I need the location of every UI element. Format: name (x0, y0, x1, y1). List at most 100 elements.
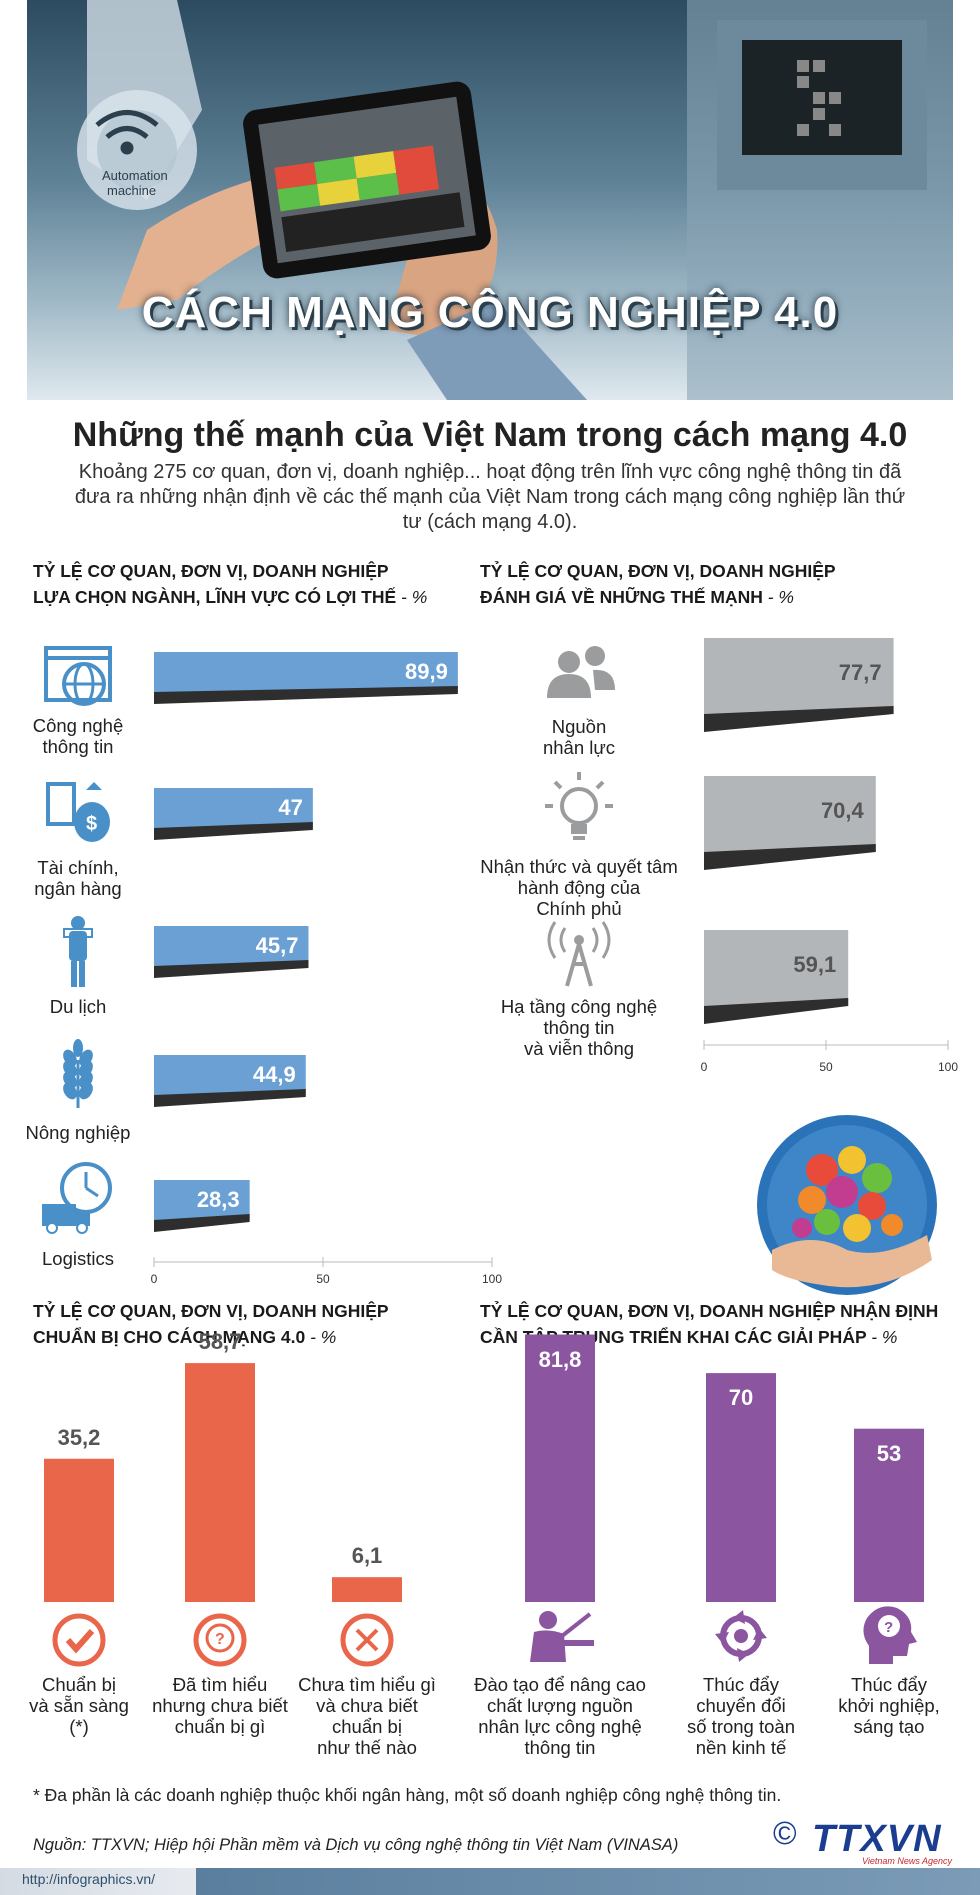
chart4-label-0-line-0: Đào tạo để nâng cao (474, 1674, 646, 1695)
chart1-value-1: 47 (278, 795, 303, 820)
chart2-label-0: Nguồn nhân lực (474, 716, 684, 758)
site-url[interactable]: http://infographics.vn/ (22, 1871, 156, 1887)
chart3-label-0-line-0: Chuẩn bị (41, 1674, 117, 1695)
chart4-label-0-line-3: thông tin (524, 1737, 596, 1758)
chart4-value-0: 81,8 (538, 1346, 582, 1372)
chart4-label-1: Thúc đẩy chuyển đổi số trong toàn nền kinh … (646, 1674, 836, 1758)
chart1-label-2: Du lịch (3, 996, 153, 1017)
chart2-bar-0 (704, 638, 894, 714)
chart2-title-line2: ĐÁNH GIÁ VỀ NHỮNG THẾ MẠNH (480, 587, 763, 607)
wifi-icon (95, 110, 159, 155)
chart1-title: TỶ LỆ CƠ QUAN, ĐƠN VỊ, DOANH NGHIỆP LỰA … (33, 558, 427, 610)
question-bubble-icon: ? (193, 1613, 247, 1667)
chart1-bar-shadow-0 (154, 686, 458, 704)
chart2-tick-1: 50 (819, 1060, 833, 1074)
chart1-title-line1: TỶ LỆ CƠ QUAN, ĐƠN VỊ, DOANH NGHIỆP (33, 561, 389, 581)
footer-band (0, 1868, 980, 1895)
people-icon (547, 646, 615, 698)
chart1-bar-4 (154, 1180, 250, 1220)
globe-web-icon (44, 646, 112, 706)
ttxvn-logo-subtitle: Vietnam News Agency (862, 1856, 953, 1866)
chart3-title: TỶ LỆ CƠ QUAN, ĐƠN VỊ, DOANH NGHIỆP CHUẨ… (33, 1298, 389, 1350)
chart1-bar-3 (154, 1055, 306, 1095)
chart4-label-1-line-0: Thúc đẩy (702, 1674, 780, 1695)
chart4-label-2-line-0: Thúc đẩy (850, 1674, 928, 1695)
chart1-label-1: Tài chính, ngân hàng (3, 857, 153, 899)
svg-text:machine: machine (107, 183, 156, 198)
chart4-label-0: Đào tạo để nâng cao chất lượng nguồn nhân … (465, 1674, 655, 1758)
chart1-bar-0 (154, 652, 458, 692)
cycle-arrows-icon (715, 1610, 767, 1662)
chart2-title-line1: TỶ LỆ CƠ QUAN, ĐƠN VỊ, DOANH NGHIỆP (480, 561, 836, 581)
antenna-tower-icon (547, 921, 611, 987)
chart2-tick-0: 0 (700, 1060, 708, 1074)
chart2-value-2: 59,1 (793, 952, 837, 977)
chart2-bar-shadow-2 (704, 998, 849, 1024)
chart2-value-1: 70,4 (820, 798, 864, 823)
chart1-label-3: Nông nghiệp (3, 1122, 153, 1143)
chart2-label-1-line-0: Nhận thức và quyết tâm (480, 856, 678, 877)
chart2-label-1-line-1: hành động của (517, 877, 641, 898)
chart2-unit: - % (767, 587, 794, 607)
chart1-value-3: 44,9 (252, 1062, 296, 1087)
chart3-label-1: Đã tìm hiểu nhưng chưa biết chuẩn bị gì (135, 1674, 305, 1737)
head-question-icon: ? (863, 1606, 917, 1664)
chart4-label-2-line-2: sáng tạo (853, 1716, 925, 1737)
chart2-label-0-line-0: Nguồn (551, 716, 607, 737)
chart3-unit: - % (310, 1327, 337, 1347)
chart2-value-0: 77,7 (838, 660, 882, 685)
hero-illustration: Automation machine (77, 0, 953, 400)
chart4-label-0-line-1: chất lượng nguồn (487, 1695, 633, 1716)
svg-text:$: $ (86, 813, 97, 835)
delivery-truck-clock-icon (42, 1162, 112, 1234)
chart1-tick-0: 0 (150, 1272, 158, 1286)
chart1-label-2-line-0: Du lịch (49, 996, 107, 1017)
chart4-label-0-line-2: nhân lực công nghệ (478, 1716, 642, 1737)
chart3-value-1: 58,7 (198, 1329, 242, 1355)
chart3-label-0: Chuẩn bị và sẵn sàng (*) (0, 1674, 164, 1737)
wheat-icon (63, 1039, 93, 1108)
chart3-value-2: 6,1 (351, 1543, 383, 1569)
chart2-tick-2: 100 (937, 1060, 959, 1074)
chart3-label-1-line-2: chuẩn bị gì (174, 1716, 266, 1737)
gears-hand-illustration (757, 1115, 937, 1295)
chart1-value-4: 28,3 (196, 1187, 240, 1212)
gear-cluster (792, 1146, 903, 1242)
chart2-bar-2 (704, 930, 849, 1006)
screen-glyph (797, 60, 841, 136)
svg-text:Automation: Automation (102, 168, 168, 183)
chart2-title: TỶ LỆ CƠ QUAN, ĐƠN VỊ, DOANH NGHIỆP ĐÁNH… (480, 558, 836, 610)
svg-text:?: ? (215, 1631, 225, 1648)
chart4-unit: - % (871, 1327, 898, 1347)
chart1-label-4-line-0: Logistics (42, 1248, 114, 1269)
chart3-label-0-line-1: và sẵn sàng (29, 1695, 129, 1716)
chart1-tick-1: 50 (316, 1272, 330, 1286)
chart2-label-2-line-2: và viễn thông (523, 1038, 635, 1059)
money-bag-icon: $ (46, 782, 110, 842)
chart3-bar-2 (332, 1577, 402, 1602)
chart2-label-1: Nhận thức và quyết tâm hành động của Chính… (474, 856, 684, 919)
chart3-label-1-line-1: nhưng chưa biết (152, 1695, 288, 1716)
chart1-bar-shadow-2 (154, 960, 309, 978)
chart4-title-line1: TỶ LỆ CƠ QUAN, ĐƠN VỊ, DOANH NGHIỆP NHẬN… (480, 1301, 939, 1321)
chart3-label-2-line-1: và chưa biết (316, 1695, 418, 1716)
teacher-icon (530, 1611, 594, 1662)
chart2-label-0-line-1: nhân lực (542, 737, 616, 758)
chart1-unit: - % (401, 587, 428, 607)
hero-banner: Automation machine (27, 0, 953, 400)
chart1-bar-1 (154, 788, 313, 828)
chart3-label-2-line-2: chuẩn bị (332, 1716, 402, 1737)
chart1-label-0: Công nghệ thông tin (3, 715, 153, 757)
chart3-bar-0 (44, 1458, 114, 1602)
chart2-label-2-line-0: Hạ tầng công nghệ (500, 996, 658, 1017)
chart1-label-0-line-0: Công nghệ (32, 715, 124, 736)
chart4-value-2: 53 (876, 1440, 902, 1466)
chart2-label-2-line-1: thông tin (543, 1017, 615, 1038)
chart2-bar-shadow-1 (704, 844, 876, 870)
banner-title: CÁCH MẠNG CÔNG NGHIỆP 4.0 (141, 288, 839, 337)
chart4-bar-1 (706, 1373, 776, 1602)
check-circle-icon (52, 1613, 106, 1667)
chart3-value-0: 35,2 (57, 1424, 101, 1450)
source-note: Nguồn: TTXVN; Hiệp hội Phần mềm và Dịch … (33, 1836, 679, 1854)
